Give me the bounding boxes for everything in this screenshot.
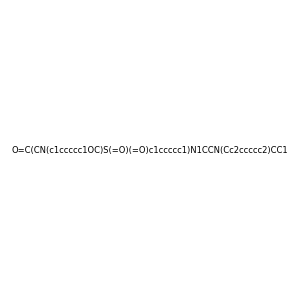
Text: O=C(CN(c1ccccc1OC)S(=O)(=O)c1ccccc1)N1CCN(Cc2ccccc2)CC1: O=C(CN(c1ccccc1OC)S(=O)(=O)c1ccccc1)N1CC… [12,146,288,154]
